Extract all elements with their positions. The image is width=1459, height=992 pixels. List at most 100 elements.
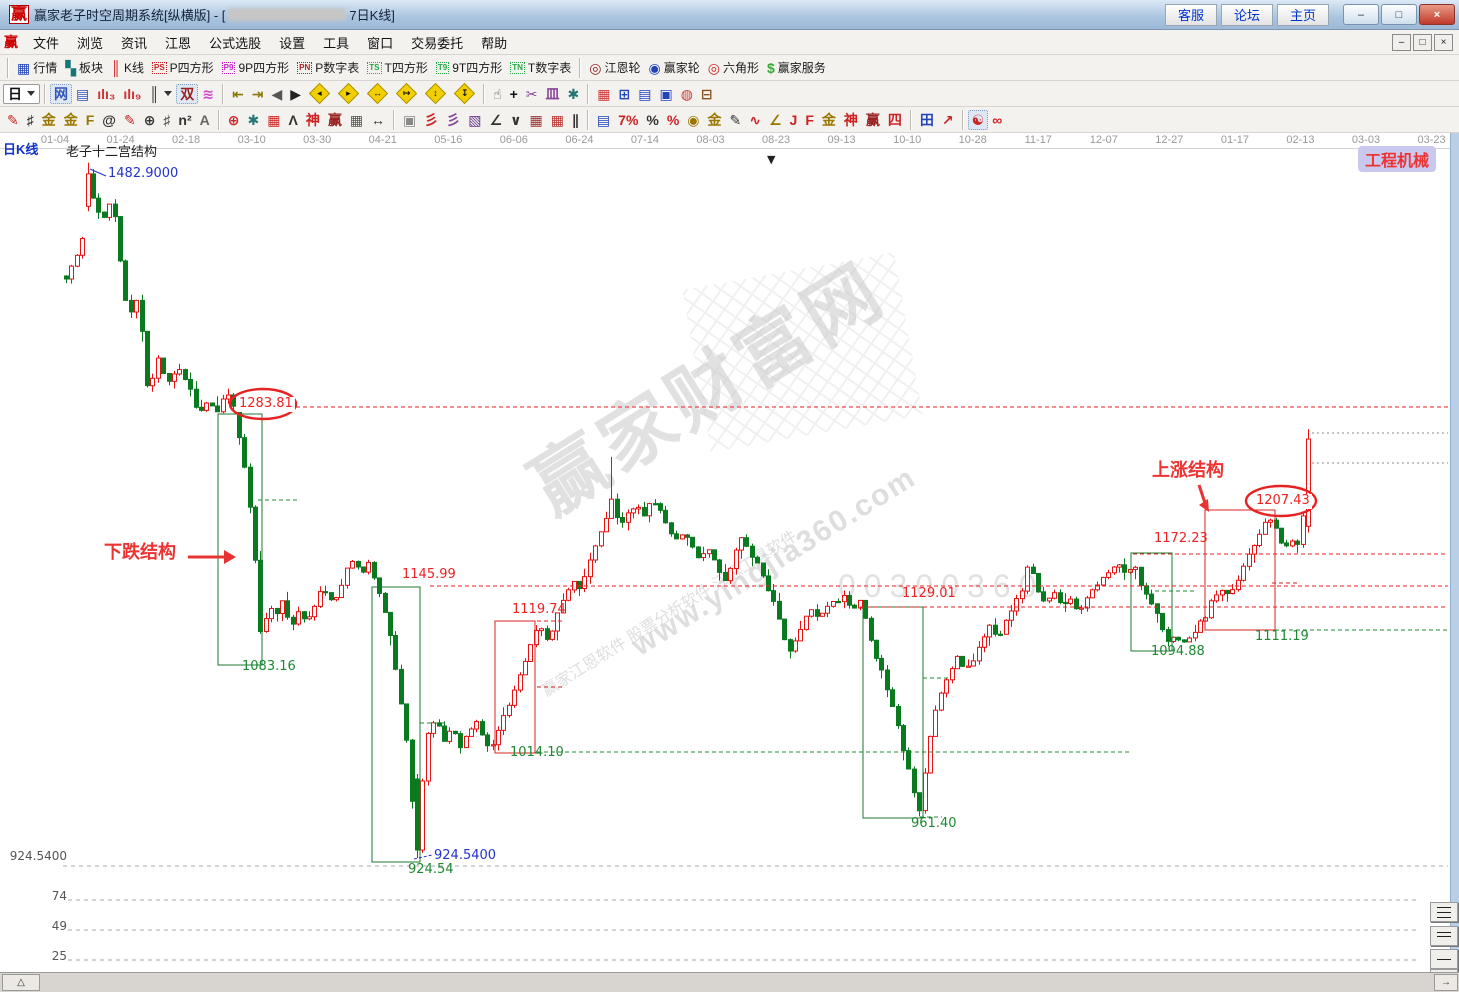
gann-wheel-button[interactable]: ◎ 江恩轮 bbox=[585, 57, 644, 78]
9t-square-button[interactable]: T9 9T四方形 bbox=[432, 57, 506, 78]
fan-purple-button[interactable]: 彡 bbox=[442, 110, 464, 130]
parallels-button[interactable]: ∥ bbox=[568, 110, 583, 130]
link-button-1[interactable]: 论坛 bbox=[1221, 3, 1273, 26]
expand-panel-button[interactable]: △ bbox=[2, 974, 40, 991]
bars-9-button[interactable]: ılı₉ bbox=[119, 84, 145, 104]
cycle-circle-button[interactable]: ⊕ bbox=[140, 110, 160, 130]
layout-two-rows-button[interactable] bbox=[1430, 926, 1458, 946]
shift-right-button[interactable]: ▸ bbox=[334, 82, 363, 105]
zigzag-button[interactable]: ∨ bbox=[506, 110, 525, 130]
f-lines-button[interactable]: F bbox=[82, 110, 99, 130]
angle-bisector-button[interactable]: A bbox=[196, 110, 214, 130]
p-square-button[interactable]: PS P四方形 bbox=[148, 57, 218, 78]
menu-item-6[interactable]: 工具 bbox=[323, 35, 350, 51]
fan-red-button[interactable]: 彡 bbox=[420, 110, 442, 130]
menu-item-4[interactable]: 公式选股 bbox=[209, 35, 262, 51]
menu-item-5[interactable]: 设置 bbox=[279, 35, 306, 51]
titlebar[interactable]: 赢 赢家老子时空周期系统[纵横版] - [ 7日K线] 客服 论坛 主页 – □ × bbox=[0, 0, 1459, 30]
brush-2-button[interactable]: ✎ bbox=[120, 110, 140, 130]
gold-line-button[interactable]: 金 bbox=[704, 110, 726, 130]
winner-service-button[interactable]: $ 赢家服务 bbox=[763, 57, 830, 78]
grid-123-button[interactable]: ▦ bbox=[346, 110, 367, 130]
menu-item-0[interactable]: 文件 bbox=[33, 35, 60, 51]
scroll-right-button[interactable]: → bbox=[1434, 974, 1458, 991]
hand-tool-button[interactable]: ☝ bbox=[489, 84, 506, 104]
hexagon-button[interactable]: ◎ 六角形 bbox=[704, 57, 763, 78]
period-day-button[interactable]: 日 bbox=[3, 83, 40, 104]
layout-three-rows-button[interactable] bbox=[1430, 902, 1458, 922]
expand-vertical-button[interactable]: ↕ bbox=[421, 82, 450, 105]
ying-tool-button[interactable]: 赢 bbox=[324, 110, 346, 130]
kline-button[interactable]: ║ K线 bbox=[107, 57, 148, 78]
net-chart-button[interactable]: 网 bbox=[50, 83, 72, 104]
hash-dense-button[interactable]: ♯ bbox=[159, 110, 174, 130]
go-next-button[interactable]: ▶ bbox=[286, 84, 305, 104]
crosshair-tool-button[interactable]: + bbox=[506, 84, 522, 104]
pct-line-button[interactable]: % bbox=[663, 110, 683, 130]
menu-item-7[interactable]: 窗口 bbox=[367, 35, 394, 51]
mdi-minimize-button[interactable]: – bbox=[1392, 33, 1411, 51]
infinity-button[interactable]: ∞ bbox=[988, 110, 1006, 130]
hash-lines-button[interactable]: ♯ bbox=[23, 110, 38, 130]
compress-horizontal-button[interactable]: ↦ bbox=[392, 82, 421, 105]
trend-angle-button[interactable]: ∠ bbox=[486, 110, 507, 130]
angle-marks-button[interactable]: Λ bbox=[284, 110, 301, 130]
gold-section-1-button[interactable]: 金 bbox=[38, 110, 60, 130]
t-number-table-button[interactable]: TN T数字表 bbox=[506, 57, 575, 78]
layout-one-row-button[interactable] bbox=[1430, 949, 1458, 969]
grid-b-button[interactable]: ▦ bbox=[547, 110, 568, 130]
wave-line-button[interactable]: ∿ bbox=[745, 110, 765, 130]
taiji-button[interactable]: ☯ bbox=[967, 109, 989, 130]
save-button[interactable]: ▣ bbox=[655, 84, 676, 104]
menu-item-3[interactable]: 江恩 bbox=[165, 35, 192, 51]
menu-item-2[interactable]: 资讯 bbox=[121, 35, 148, 51]
quotes-button[interactable]: ▦ 行情 bbox=[13, 57, 61, 78]
fan-grid-button[interactable]: ▧ bbox=[464, 110, 485, 130]
go-last-button[interactable]: ⇥ bbox=[248, 84, 268, 104]
brush-button[interactable]: ✎ bbox=[3, 110, 23, 130]
flag-pen-button[interactable]: ✎ bbox=[726, 110, 746, 130]
compress-vertical-button[interactable]: ↧ bbox=[450, 82, 479, 105]
calendar-button[interactable]: ▦ bbox=[593, 84, 614, 104]
measure-tool-button[interactable]: ✂ bbox=[522, 84, 542, 104]
mdi-close-button[interactable]: × bbox=[1434, 33, 1453, 51]
web-tool-button[interactable]: ✱ bbox=[564, 84, 584, 104]
grid-yellow-button[interactable]: 田 bbox=[916, 110, 938, 130]
t-square-button[interactable]: TS T四方形 bbox=[363, 57, 432, 78]
shen-tool-button[interactable]: 神 bbox=[302, 110, 324, 130]
width-measure-button[interactable]: ↔ bbox=[367, 110, 389, 130]
go-prev-button[interactable]: ◀ bbox=[268, 84, 287, 104]
grid-a-button[interactable]: ▦ bbox=[525, 110, 546, 130]
menu-item-9[interactable]: 帮助 bbox=[481, 35, 508, 51]
f-angle-button[interactable]: F bbox=[801, 110, 818, 130]
ying-angle-button[interactable]: 赢 bbox=[862, 110, 884, 130]
info-panel-button[interactable]: ▤ bbox=[72, 84, 93, 104]
link-button-2[interactable]: 主页 bbox=[1277, 3, 1329, 26]
expand-horizontal-button[interactable]: ↔ bbox=[363, 82, 392, 105]
n-square-button[interactable]: n² bbox=[174, 110, 195, 130]
export-button[interactable]: ⊟ bbox=[697, 84, 717, 104]
chart-area[interactable] bbox=[0, 133, 1459, 991]
gold-section-2-button[interactable]: 金 bbox=[60, 110, 82, 130]
sectors-button[interactable]: ▚ 板块 bbox=[61, 57, 107, 78]
pct-plain-button[interactable]: % bbox=[642, 110, 662, 130]
shen-angle-button[interactable]: 神 bbox=[840, 110, 862, 130]
shift-left-button[interactable]: ◂ bbox=[305, 82, 334, 105]
winner-wheel-button[interactable]: ◉ 赢家轮 bbox=[644, 57, 703, 78]
menu-item-1[interactable]: 浏览 bbox=[77, 35, 104, 51]
gann-circle-button[interactable]: ⊕ bbox=[224, 110, 244, 130]
restore-button[interactable]: □ bbox=[1381, 4, 1417, 25]
color-histogram-button[interactable]: ≋ bbox=[198, 84, 218, 104]
menu-item-8[interactable]: 交易委托 bbox=[411, 35, 464, 51]
chart-mini-button[interactable]: ↗ bbox=[938, 110, 958, 130]
gold-angle-2-button[interactable]: 金 bbox=[818, 110, 840, 130]
j-angle-button[interactable]: J bbox=[786, 110, 802, 130]
report-button[interactable]: ▤ bbox=[634, 84, 655, 104]
go-first-button[interactable]: ⇤ bbox=[228, 84, 248, 104]
mdi-restore-button[interactable]: □ bbox=[1413, 33, 1432, 51]
bars-3-button[interactable]: ılı₃ bbox=[93, 84, 119, 104]
gann-grid-button[interactable]: ▦ bbox=[263, 110, 284, 130]
close-button[interactable]: × bbox=[1419, 4, 1455, 25]
si-angle-button[interactable]: 四 bbox=[884, 110, 906, 130]
dual-k-button[interactable]: 双 bbox=[176, 83, 199, 104]
